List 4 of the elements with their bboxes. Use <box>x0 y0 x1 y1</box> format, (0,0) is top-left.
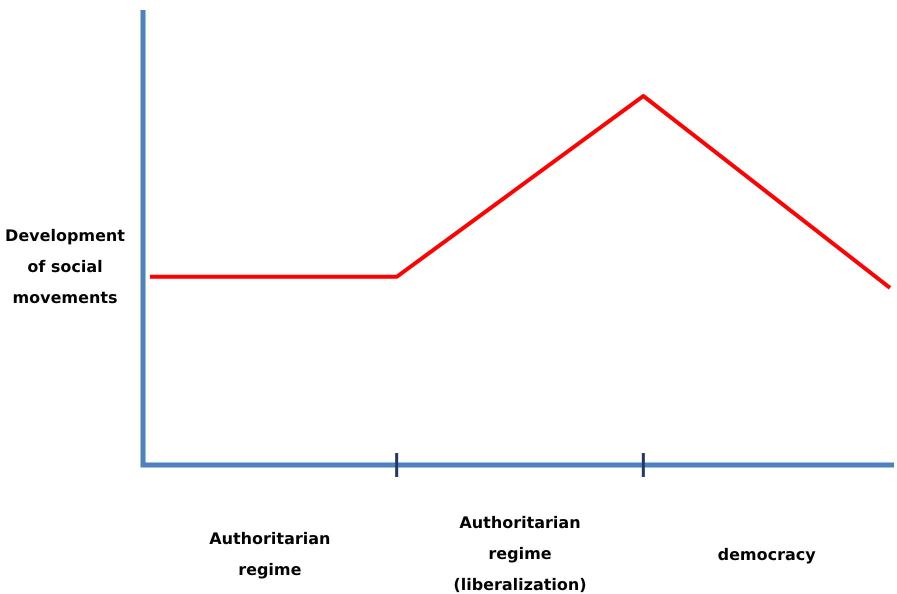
text: Authoritarian regime <box>209 529 330 579</box>
text: democracy <box>718 545 816 564</box>
text: Authoritarian regime (liberalization) <box>453 513 587 594</box>
y-axis-title: Development of social movements <box>5 226 126 307</box>
